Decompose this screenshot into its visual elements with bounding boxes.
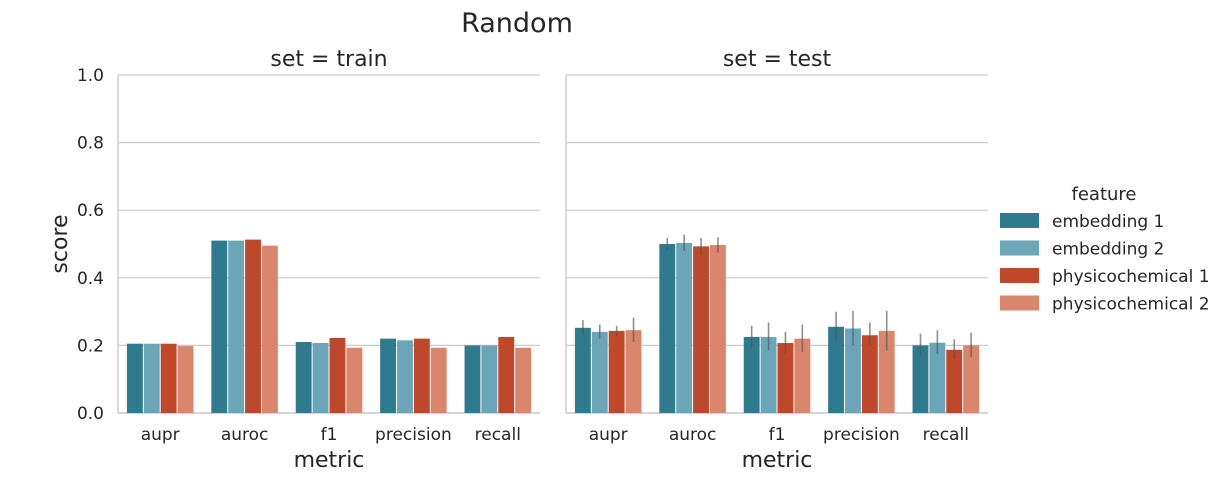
x-tick-label: recall	[475, 425, 521, 445]
bar-physicochemical-2-recall	[963, 345, 980, 413]
bar-physicochemical-1-precision	[413, 338, 430, 413]
bar-embedding-2-precision	[845, 328, 861, 413]
bar-embedding-1-aupr	[126, 343, 143, 413]
bar-embedding-1-auroc	[211, 240, 228, 413]
y-tick-label: 0.8	[77, 134, 104, 154]
y-tick-label: 1.0	[77, 66, 104, 86]
bar-embedding-1-aupr	[574, 327, 591, 413]
y-axis-title: score	[48, 214, 73, 273]
bar-physicochemical-2-aupr	[177, 346, 194, 413]
bar-embedding-2-auroc	[228, 240, 245, 413]
x-tick-label: auroc	[221, 425, 269, 445]
bar-physicochemical-2-auroc	[709, 245, 726, 413]
bar-embedding-2-f1	[760, 336, 777, 413]
y-tick-label: 0.4	[77, 269, 104, 289]
x-tick-label: precision	[375, 425, 452, 445]
bar-physicochemical-1-recall	[946, 349, 963, 413]
panel-test: set = test aupr auroc f1 precision recall metr…	[565, 47, 988, 473]
bar-physicochemical-1-auroc	[245, 239, 261, 413]
x-axis-title: metric	[742, 448, 813, 473]
x-tick-label: aupr	[589, 425, 628, 445]
bar-physicochemical-1-recall	[498, 336, 515, 413]
bar-physicochemical-2-f1	[346, 347, 363, 413]
legend-label: physicochemical 1	[1052, 267, 1210, 287]
legend-label: embedding 1	[1052, 212, 1164, 232]
bar-physicochemical-2-f1	[794, 338, 811, 413]
x-axis-title: metric	[294, 448, 365, 473]
bar-physicochemical-1-f1	[777, 343, 794, 413]
bar-embedding-2-precision	[397, 340, 413, 413]
legend-label: physicochemical 2	[1052, 295, 1210, 315]
x-tick-label: f1	[321, 425, 338, 445]
x-tick-label: recall	[923, 425, 969, 445]
bar-physicochemical-2-recall	[515, 347, 532, 413]
bar-physicochemical-2-precision	[878, 330, 895, 413]
y-tick-label: 0.6	[77, 201, 104, 221]
bar-physicochemical-2-precision	[430, 347, 447, 413]
legend-title: feature	[1072, 184, 1137, 205]
x-tick-label: aupr	[141, 425, 180, 445]
bar-physicochemical-1-f1	[329, 337, 346, 413]
figure-title: Random	[461, 8, 573, 39]
bar-embedding-1-recall	[912, 345, 929, 413]
bar-physicochemical-2-aupr	[625, 330, 642, 413]
bar-embedding-1-f1	[295, 342, 312, 413]
x-tick-label: precision	[823, 425, 900, 445]
y-tick-label: 0.0	[77, 404, 104, 424]
panel-title: set = train	[270, 47, 387, 72]
legend: feature embedding 1 embedding 2 physicochem…	[1000, 184, 1210, 315]
bar-embedding-1-recall	[464, 345, 481, 413]
bar-embedding-1-auroc	[659, 244, 676, 413]
bar-embedding-1-precision	[380, 338, 397, 413]
x-tick-label: auroc	[669, 425, 717, 445]
legend-label: embedding 2	[1052, 240, 1164, 260]
bar-embedding-2-f1	[312, 343, 329, 413]
legend-swatch	[1000, 240, 1039, 256]
bar-physicochemical-1-precision	[861, 335, 878, 413]
panel-title: set = test	[723, 47, 832, 72]
bar-physicochemical-1-aupr	[160, 343, 177, 413]
bar-physicochemical-1-auroc	[693, 246, 709, 413]
bar-embedding-1-f1	[743, 336, 760, 413]
bar-embedding-2-recall	[481, 345, 498, 413]
bar-embedding-2-recall	[929, 342, 946, 413]
bar-physicochemical-2-auroc	[261, 245, 278, 413]
bar-embedding-2-aupr	[143, 343, 160, 413]
bar-physicochemical-1-aupr	[608, 330, 625, 413]
legend-swatch	[1000, 213, 1039, 228]
y-tick-label: 0.2	[77, 336, 104, 356]
bar-embedding-2-auroc	[676, 242, 693, 413]
legend-swatch	[1000, 268, 1039, 283]
legend-swatch	[1000, 295, 1039, 311]
bar-embedding-2-aupr	[591, 331, 608, 413]
panel-train: 0.0 0.2 0.4 0.6 0.8 1.0 score set = train aupr au…	[48, 47, 540, 473]
x-tick-label: f1	[769, 425, 786, 445]
bar-embedding-1-precision	[828, 326, 845, 413]
